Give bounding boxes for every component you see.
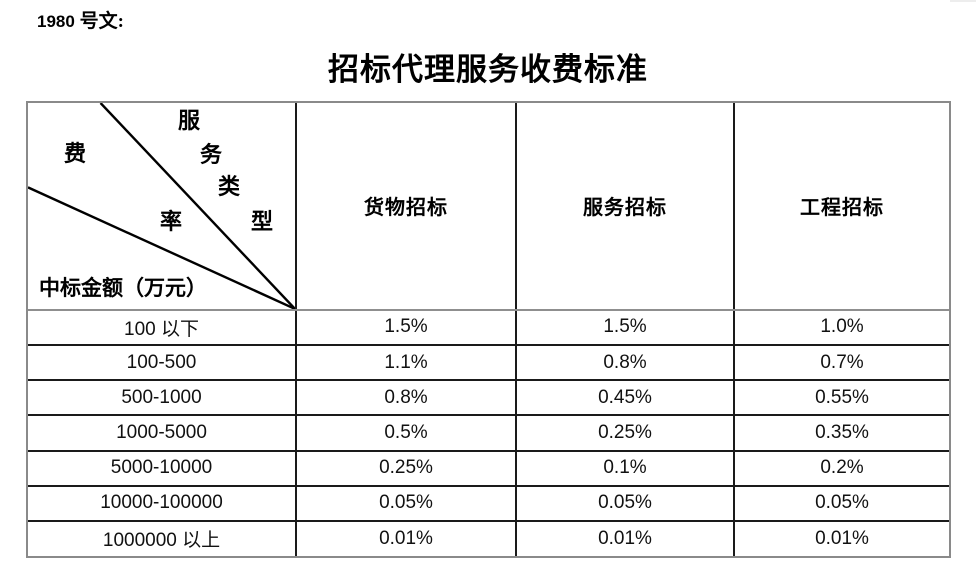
table-row: 1000000 以上 0.01% 0.01% 0.01% [28, 520, 949, 556]
rate-value-cell: 0.5% [296, 415, 517, 452]
column-header-service: 服务招标 [516, 103, 735, 311]
rate-value-cell: 0.01% [296, 520, 517, 556]
doc-number-suffix: 号文: [79, 11, 124, 32]
rate-value-cell: 0.55% [734, 380, 949, 417]
header-row: 服 务 类 型 费 率 中标金额（万元） 货物招标 服务招标 工程招标 [28, 103, 949, 311]
doc-number-label: 1980 号文: [37, 6, 124, 33]
rate-value-cell: 0.25% [516, 415, 735, 452]
rate-value-cell: 1.5% [516, 309, 735, 347]
page-edge-artifact [950, 0, 976, 2]
amount-range-cell: 1000000 以上 [28, 520, 297, 556]
table-row: 100 以下 1.5% 1.5% 1.0% [28, 309, 949, 347]
rate-value-cell: 0.35% [734, 415, 949, 452]
rate-value-cell: 0.8% [296, 380, 517, 417]
amount-range-cell: 10000-100000 [28, 485, 297, 522]
amount-range-cell: 100-500 [28, 345, 297, 382]
fee-table: 服 务 类 型 费 率 中标金额（万元） 货物招标 服务招标 工程招标 100 … [26, 101, 951, 558]
diagonal-lines [28, 103, 295, 309]
table-row: 100-500 1.1% 0.8% 0.7% [28, 345, 949, 382]
fee-table-head: 服 务 类 型 费 率 中标金额（万元） 货物招标 服务招标 工程招标 [28, 103, 949, 311]
table-row: 10000-100000 0.05% 0.05% 0.05% [28, 485, 949, 522]
page-title: 招标代理服务收费标准 [328, 52, 648, 87]
rate-value-cell: 0.2% [734, 450, 949, 487]
corner-label-fee-rate-char-1: 费 [64, 141, 87, 166]
rate-value-cell: 0.7% [734, 345, 949, 382]
rate-value-cell: 0.01% [516, 520, 735, 556]
corner-label-service-type-char-2: 务 [200, 142, 223, 167]
column-header-goods: 货物招标 [296, 103, 517, 311]
corner-label-service-type-char-4: 型 [251, 209, 274, 234]
column-header-project: 工程招标 [734, 103, 949, 311]
fee-table-body: 100 以下 1.5% 1.5% 1.0% 100-500 1.1% 0.8% 0.7% 500… [28, 309, 949, 556]
rate-value-cell: 0.05% [516, 485, 735, 522]
table-row: 1000-5000 0.5% 0.25% 0.35% [28, 415, 949, 452]
corner-label-service-type-char-1: 服 [178, 108, 201, 133]
amount-range-cell: 100 以下 [28, 309, 297, 347]
amount-range-cell: 1000-5000 [28, 415, 297, 452]
amount-range-cell: 5000-10000 [28, 450, 297, 487]
rate-value-cell: 0.05% [734, 485, 949, 522]
table-row: 500-1000 0.8% 0.45% 0.55% [28, 380, 949, 417]
rate-value-cell: 0.1% [516, 450, 735, 487]
table-row: 5000-10000 0.25% 0.1% 0.2% [28, 450, 949, 487]
diagonal-corner-cell: 服 务 类 型 费 率 中标金额（万元） [28, 103, 297, 311]
rate-value-cell: 1.1% [296, 345, 517, 382]
corner-label-service-type-char-3: 类 [218, 174, 241, 199]
rate-value-cell: 1.5% [296, 309, 517, 347]
doc-number: 1980 [37, 12, 75, 31]
corner-label-fee-rate-char-2: 率 [160, 209, 183, 234]
corner-label-amount-axis: 中标金额（万元） [39, 275, 207, 300]
rate-value-cell: 1.0% [734, 309, 949, 347]
rate-value-cell: 0.25% [296, 450, 517, 487]
amount-range-cell: 500-1000 [28, 380, 297, 417]
rate-value-cell: 0.8% [516, 345, 735, 382]
rate-value-cell: 0.05% [296, 485, 517, 522]
rate-value-cell: 0.01% [815, 527, 869, 549]
rate-value-cell: 0.45% [516, 380, 735, 417]
